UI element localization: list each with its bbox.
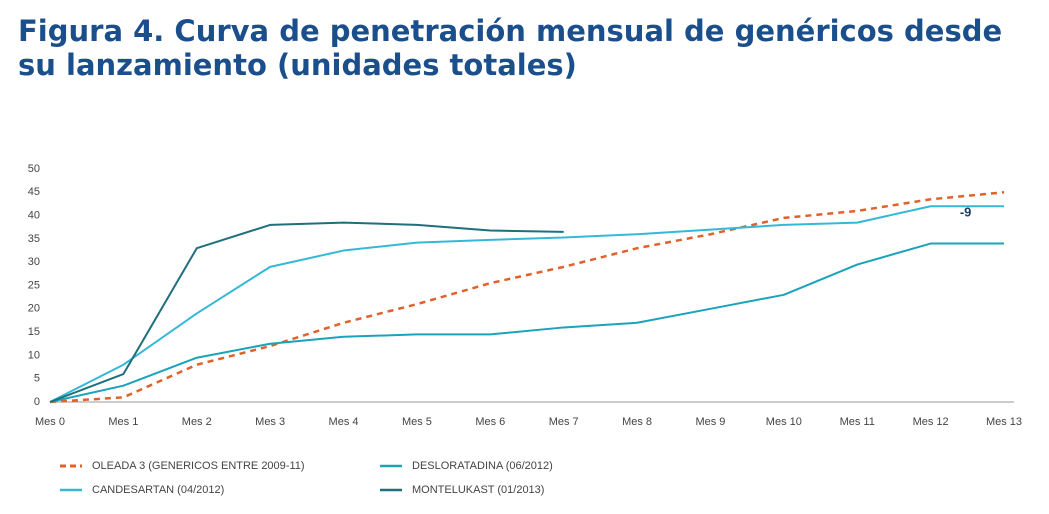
annotation: -9 — [960, 205, 972, 220]
y-tick-label: 35 — [28, 233, 40, 245]
legend-label: DESLORATADINA (06/2012) — [412, 460, 553, 472]
x-tick-label: Mes 6 — [475, 416, 505, 428]
series-line — [49, 221, 564, 403]
x-tick-label: Mes 7 — [549, 416, 579, 428]
y-tick-label: 15 — [28, 326, 40, 338]
y-tick-label: 25 — [28, 279, 40, 291]
legend-label: MONTELUKAST (01/2013) — [412, 484, 544, 496]
y-tick-label: 30 — [28, 256, 40, 268]
x-tick-label: Mes 13 — [986, 416, 1022, 428]
x-tick-label: Mes 0 — [35, 416, 65, 428]
y-tick-label: 10 — [28, 349, 40, 361]
legend-label: CANDESARTAN (04/2012) — [92, 484, 224, 496]
y-tick-label: 45 — [28, 186, 40, 198]
x-tick-label: Mes 2 — [182, 416, 212, 428]
x-tick-label: Mes 9 — [695, 416, 725, 428]
x-tick-label: Mes 4 — [329, 416, 359, 428]
y-tick-label: 40 — [28, 210, 40, 222]
chart-title: Figura 4. Curva de penetración mensual d… — [18, 14, 1003, 82]
y-tick-label: 0 — [34, 396, 40, 408]
legend-label: OLEADA 3 (GENERICOS ENTRE 2009-11) — [92, 460, 305, 472]
x-tick-label: Mes 3 — [255, 416, 285, 428]
x-tick-label: Mes 12 — [913, 416, 949, 428]
y-tick-label: 5 — [34, 373, 40, 385]
y-tick-label: 50 — [28, 163, 40, 175]
series-line — [49, 191, 1005, 404]
series-line — [49, 205, 1004, 403]
x-tick-label: Mes 5 — [402, 416, 432, 428]
x-tick-label: Mes 8 — [622, 416, 652, 428]
y-tick-label: 20 — [28, 303, 40, 315]
series-line — [49, 242, 1004, 403]
x-tick-label: Mes 11 — [840, 416, 875, 428]
x-tick-label: Mes 1 — [108, 416, 138, 428]
x-tick-label: Mes 10 — [766, 416, 802, 428]
